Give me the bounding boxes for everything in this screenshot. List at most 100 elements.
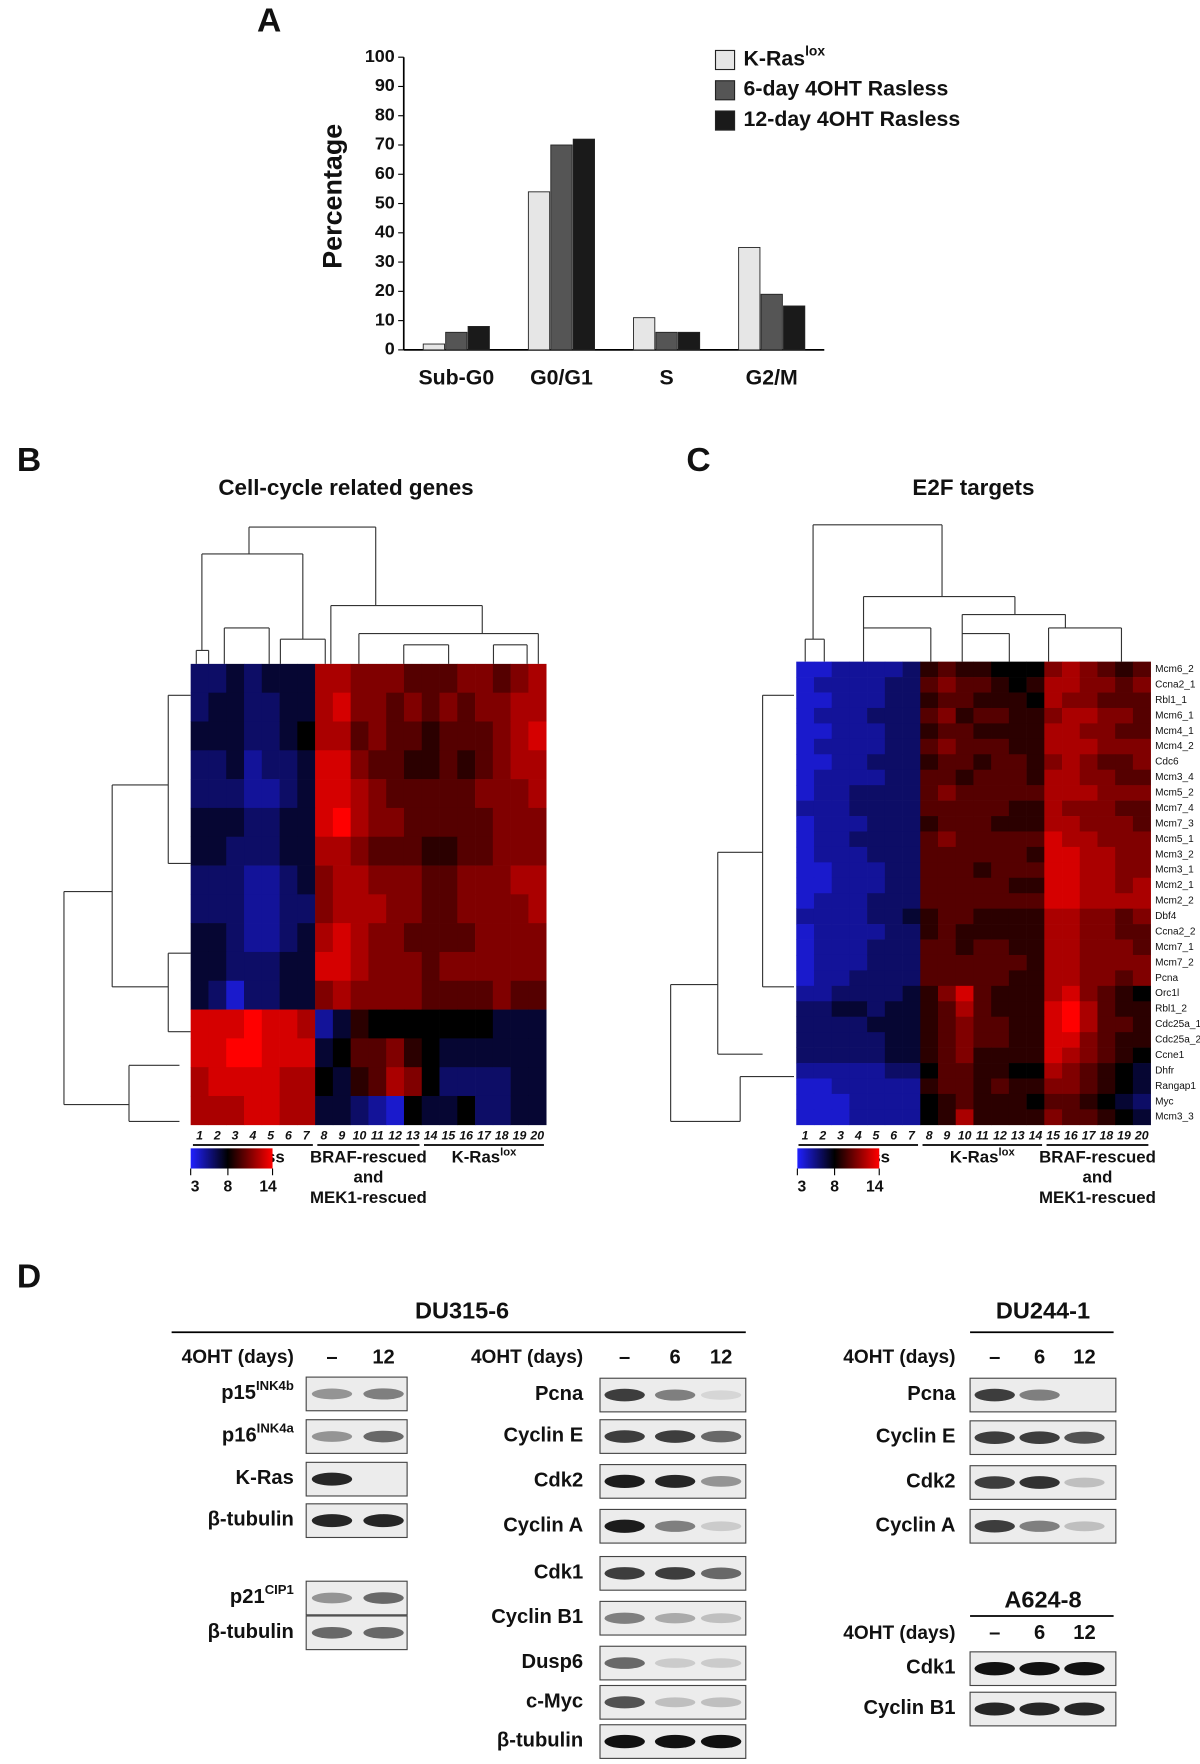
heatmap-cell bbox=[1062, 1078, 1081, 1095]
heatmap-cell bbox=[849, 846, 868, 863]
heatmap-cell bbox=[867, 939, 886, 956]
heatmap-cell bbox=[528, 750, 547, 780]
heatmap-cell bbox=[937, 723, 957, 740]
heatmap-cell bbox=[386, 894, 405, 924]
blot-band bbox=[311, 1626, 353, 1639]
heatmap-cell bbox=[1132, 1078, 1151, 1095]
heatmap-cell bbox=[1008, 831, 1027, 848]
heatmap-cell bbox=[867, 893, 886, 909]
heatmap-cell bbox=[1115, 677, 1134, 693]
heatmap-cell bbox=[297, 779, 316, 809]
heatmap-cell bbox=[279, 923, 298, 953]
heatmap-cell bbox=[973, 738, 992, 755]
heatmap-cell bbox=[991, 692, 1010, 709]
heatmap-cell bbox=[386, 1009, 405, 1039]
heatmap-cell bbox=[1008, 677, 1027, 693]
heatmap-cell bbox=[492, 1067, 511, 1097]
colorbar bbox=[190, 1148, 273, 1169]
heatmap-cell bbox=[884, 707, 903, 724]
heatmap-cell bbox=[849, 707, 868, 724]
heatmap-cell bbox=[973, 970, 992, 987]
heatmap-cell bbox=[457, 1067, 476, 1097]
gene-label: Mcm4_2 bbox=[1155, 741, 1194, 752]
heatmap-cell bbox=[226, 1009, 245, 1039]
heatmap-cell bbox=[279, 1067, 298, 1097]
heatmap-cell bbox=[991, 1078, 1010, 1095]
heatmap-cell bbox=[386, 807, 405, 838]
heatmap-cell bbox=[475, 894, 494, 924]
heatmap-cell bbox=[1026, 661, 1045, 678]
blot-row-label: Cyclin E bbox=[876, 1426, 956, 1448]
gene-label: Cdc6 bbox=[1155, 757, 1179, 768]
heatmap-cell bbox=[510, 980, 529, 1010]
heatmap-cell bbox=[920, 877, 939, 894]
heatmap-cell bbox=[937, 1001, 957, 1018]
heatmap-cell bbox=[226, 1038, 245, 1068]
heatmap-cell bbox=[796, 1047, 815, 1064]
heatmap-cell bbox=[955, 723, 974, 740]
heatmap-cell bbox=[1115, 954, 1134, 971]
heatmap-cell bbox=[1026, 831, 1045, 848]
heatmap-cell bbox=[1044, 954, 1063, 971]
heatmap-cell bbox=[208, 1009, 227, 1039]
heatmap-cell bbox=[403, 836, 423, 866]
gene-label: Ccna2_1 bbox=[1155, 679, 1196, 690]
bar bbox=[550, 144, 573, 351]
heatmap-cell bbox=[831, 939, 850, 956]
gene-label: Mcm3_4 bbox=[1155, 772, 1194, 783]
heatmap-cell bbox=[190, 1038, 209, 1068]
blot-band bbox=[974, 1702, 1015, 1716]
legend-label: 12-day 4OHT Rasless bbox=[744, 107, 961, 131]
heatmap-cell bbox=[867, 862, 886, 879]
heatmap-cell bbox=[1097, 1109, 1116, 1126]
heatmap-cell bbox=[510, 1067, 529, 1097]
heatmap-cell bbox=[937, 754, 957, 771]
heatmap-cell bbox=[510, 865, 529, 895]
heatmap-cell bbox=[884, 846, 903, 863]
heatmap-cell bbox=[421, 750, 440, 780]
heatmap-cell bbox=[1044, 924, 1063, 940]
heatmap-cell bbox=[510, 1095, 529, 1126]
heatmap-cell bbox=[920, 1016, 939, 1033]
heatmap-cell bbox=[1026, 1078, 1045, 1095]
heatmap-cell bbox=[813, 707, 833, 724]
heatmap-cell bbox=[902, 707, 921, 724]
blot-row-label-text: Cyclin E bbox=[876, 1426, 956, 1448]
heatmap-cell bbox=[796, 985, 815, 1002]
heatmap-cell bbox=[973, 769, 992, 786]
blot-row-label: β-tubulin bbox=[497, 1730, 583, 1752]
heatmap-cell bbox=[226, 951, 245, 982]
heatmap-cell bbox=[902, 800, 921, 817]
heatmap-cell bbox=[315, 721, 334, 751]
heatmap-cell bbox=[1132, 1016, 1151, 1033]
column-label: 14 bbox=[1029, 1128, 1043, 1142]
heatmap-cell bbox=[1132, 1109, 1151, 1126]
heatmap-cell bbox=[1044, 785, 1063, 801]
colorbar-tick-label: 14 bbox=[259, 1179, 277, 1196]
heatmap-cell bbox=[1115, 1078, 1134, 1095]
gene-label: Ccna2_2 bbox=[1155, 926, 1196, 937]
heatmap-cell bbox=[1115, 723, 1134, 740]
heatmap-cell bbox=[350, 1095, 369, 1126]
heatmap-cell bbox=[955, 1093, 974, 1110]
heatmap-cell bbox=[920, 862, 939, 879]
gene-label: Mcm7_2 bbox=[1155, 957, 1194, 968]
heatmap-cell bbox=[1115, 692, 1134, 709]
heatmap-cell bbox=[244, 951, 263, 982]
heatmap-cell bbox=[813, 1093, 833, 1110]
heatmap-cell bbox=[849, 661, 868, 678]
heatmap-cell bbox=[190, 663, 209, 694]
heatmap-cell bbox=[261, 980, 280, 1010]
heatmap-cell bbox=[208, 865, 227, 895]
heatmap-cell bbox=[403, 807, 423, 838]
heatmap-cell bbox=[991, 723, 1010, 740]
heatmap-cell bbox=[1115, 1109, 1134, 1126]
heatmap-cell bbox=[796, 816, 815, 832]
y-tick-label: 30 bbox=[375, 251, 395, 271]
blot-band bbox=[1064, 1702, 1105, 1716]
heatmap-cell bbox=[439, 951, 458, 982]
heatmap-cell bbox=[1132, 1001, 1151, 1018]
heatmap-cell bbox=[368, 836, 387, 866]
heatmap-cell bbox=[279, 1095, 298, 1126]
